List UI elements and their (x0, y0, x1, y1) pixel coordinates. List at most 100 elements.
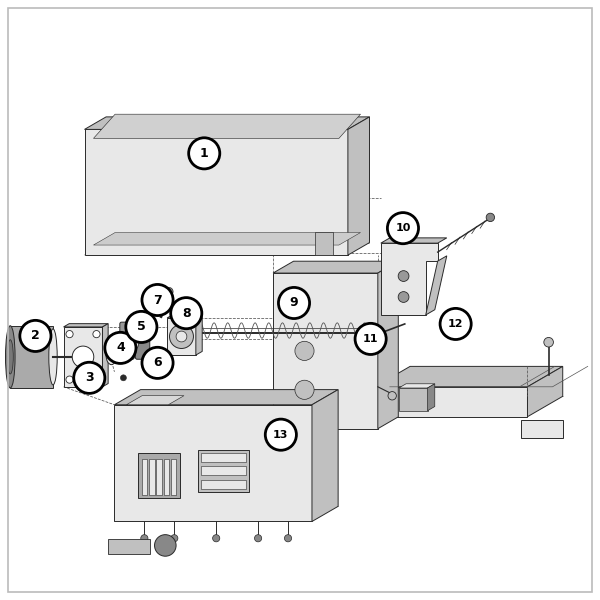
Polygon shape (64, 323, 108, 327)
Text: 12: 12 (448, 319, 463, 329)
Circle shape (170, 325, 193, 349)
FancyBboxPatch shape (136, 322, 150, 359)
Circle shape (20, 320, 51, 352)
Polygon shape (85, 130, 348, 255)
Circle shape (188, 138, 220, 169)
Circle shape (295, 341, 314, 361)
Circle shape (284, 535, 292, 542)
Text: 9: 9 (290, 296, 298, 310)
Circle shape (265, 419, 296, 450)
FancyBboxPatch shape (109, 539, 151, 554)
Text: 7: 7 (153, 293, 162, 307)
Ellipse shape (152, 360, 158, 368)
Text: 8: 8 (182, 307, 191, 320)
FancyBboxPatch shape (149, 458, 155, 494)
Polygon shape (315, 232, 333, 255)
Circle shape (398, 271, 409, 281)
Circle shape (176, 331, 187, 342)
Text: 1: 1 (200, 147, 209, 160)
Polygon shape (94, 233, 361, 245)
Text: 10: 10 (395, 223, 410, 233)
Circle shape (66, 376, 73, 383)
Polygon shape (312, 389, 338, 521)
Ellipse shape (149, 355, 162, 373)
Ellipse shape (5, 326, 15, 388)
Polygon shape (64, 327, 103, 387)
Text: 11: 11 (363, 334, 379, 344)
Circle shape (398, 292, 409, 302)
Text: 13: 13 (273, 430, 289, 440)
Polygon shape (196, 314, 202, 355)
Circle shape (37, 339, 43, 345)
Text: 3: 3 (85, 371, 94, 385)
Circle shape (93, 376, 100, 383)
Circle shape (295, 380, 314, 400)
Polygon shape (399, 384, 435, 388)
Polygon shape (381, 243, 437, 315)
Circle shape (544, 337, 553, 347)
Polygon shape (527, 367, 563, 417)
FancyBboxPatch shape (201, 479, 246, 488)
Ellipse shape (189, 325, 195, 336)
Circle shape (93, 331, 100, 338)
FancyBboxPatch shape (201, 453, 246, 462)
Circle shape (165, 287, 173, 296)
Ellipse shape (109, 351, 113, 359)
Circle shape (142, 284, 173, 316)
Circle shape (212, 535, 220, 542)
Polygon shape (273, 261, 398, 273)
FancyBboxPatch shape (157, 458, 162, 494)
Circle shape (105, 332, 136, 364)
Polygon shape (94, 114, 361, 139)
Polygon shape (426, 256, 447, 315)
Text: 6: 6 (153, 356, 162, 370)
Ellipse shape (131, 332, 139, 350)
Circle shape (126, 311, 157, 343)
FancyBboxPatch shape (120, 322, 134, 359)
Polygon shape (273, 273, 378, 429)
FancyBboxPatch shape (10, 326, 53, 388)
FancyBboxPatch shape (142, 458, 148, 494)
Polygon shape (348, 117, 370, 255)
Polygon shape (167, 314, 202, 318)
Circle shape (171, 535, 178, 542)
Text: 4: 4 (116, 341, 125, 355)
Text: 2: 2 (31, 329, 40, 343)
Polygon shape (85, 117, 370, 130)
Circle shape (141, 535, 148, 542)
Circle shape (124, 348, 130, 354)
Polygon shape (375, 387, 527, 417)
Polygon shape (167, 318, 196, 355)
Polygon shape (103, 323, 108, 387)
Polygon shape (115, 389, 338, 405)
FancyBboxPatch shape (171, 458, 176, 494)
Circle shape (388, 392, 397, 400)
Circle shape (74, 362, 105, 394)
Circle shape (155, 535, 176, 556)
Circle shape (72, 346, 94, 368)
Circle shape (66, 331, 73, 338)
Polygon shape (378, 261, 398, 429)
Polygon shape (399, 388, 428, 411)
Circle shape (440, 308, 471, 340)
Circle shape (170, 298, 202, 329)
Circle shape (388, 212, 419, 244)
Ellipse shape (7, 340, 13, 374)
FancyBboxPatch shape (198, 449, 249, 491)
Polygon shape (521, 420, 563, 437)
Ellipse shape (49, 329, 57, 385)
Polygon shape (115, 405, 312, 521)
Circle shape (142, 347, 173, 379)
Ellipse shape (185, 319, 199, 342)
Circle shape (37, 369, 43, 375)
FancyBboxPatch shape (164, 458, 169, 494)
FancyBboxPatch shape (201, 466, 246, 475)
Polygon shape (127, 395, 184, 405)
Polygon shape (375, 367, 563, 387)
Ellipse shape (106, 346, 117, 365)
Polygon shape (428, 384, 435, 411)
FancyBboxPatch shape (139, 452, 180, 497)
Circle shape (121, 375, 127, 381)
Circle shape (278, 287, 310, 319)
Text: 5: 5 (137, 320, 146, 334)
